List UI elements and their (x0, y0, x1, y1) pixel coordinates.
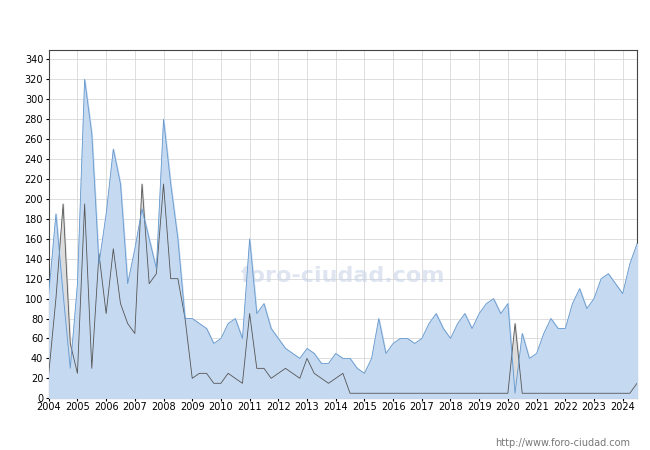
Text: foro-ciudad.com: foro-ciudad.com (240, 266, 445, 286)
Text: http://www.foro-ciudad.com: http://www.foro-ciudad.com (495, 438, 630, 448)
Text: Ronda - Evolucion del Nº de Transacciones Inmobiliarias: Ronda - Evolucion del Nº de Transaccione… (120, 16, 530, 31)
